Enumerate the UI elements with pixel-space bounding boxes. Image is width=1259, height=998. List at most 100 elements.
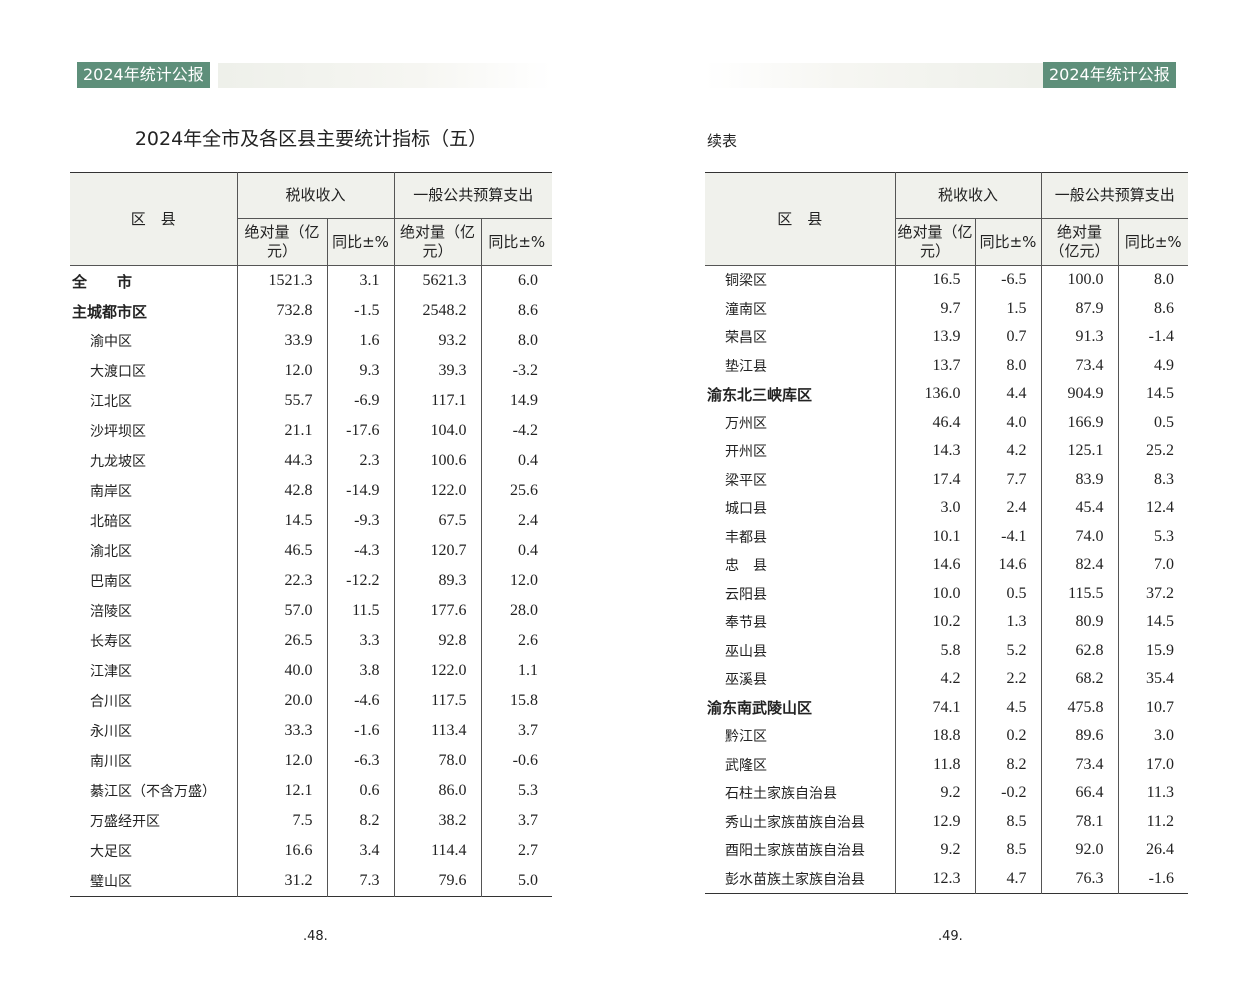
tax-yoy-cell: -6.5 [974, 265, 1041, 295]
tax-abs-cell: 31.2 [236, 866, 327, 897]
table-row: 九龙坡区 44.3 2.3 100.6 0.4 [70, 446, 552, 476]
spend-yoy-cell: 25.6 [480, 476, 552, 506]
table-row: 梁平区 17.4 7.7 83.9 8.3 [705, 465, 1188, 494]
spend-abs-cell: 100.6 [393, 446, 481, 476]
spend-yoy-cell: 7.0 [1117, 551, 1188, 580]
header-banner-right [705, 63, 1043, 88]
spend-yoy-cell: 3.7 [480, 806, 552, 836]
tax-abs-cell: 16.6 [236, 836, 327, 866]
table-row: 璧山区 31.2 7.3 79.6 5.0 [70, 866, 552, 897]
tax-abs-cell: 21.1 [236, 416, 327, 446]
tax-yoy-cell: 8.5 [974, 836, 1041, 865]
table-row: 渝中区 33.9 1.6 93.2 8.0 [70, 326, 552, 356]
spend-abs-cell: 87.9 [1040, 294, 1118, 323]
tax-yoy-cell: 7.3 [326, 866, 394, 897]
spend-yoy-cell: 14.5 [1117, 380, 1188, 409]
region-name: 荣昌区 [725, 330, 767, 347]
tax-abs-cell: 14.6 [894, 551, 975, 580]
tax-abs-cell: 44.3 [236, 446, 327, 476]
spend-yoy-cell: 8.6 [1117, 294, 1188, 323]
header-banner-left [218, 63, 552, 88]
header-yoy: 同比±% [480, 218, 552, 266]
table-row: 南岸区 42.8 -14.9 122.0 25.6 [70, 476, 552, 506]
spend-yoy-cell: 15.8 [480, 686, 552, 716]
region-name: 江津区 [90, 664, 132, 680]
table-row: 主城都市区 732.8 -1.5 2548.2 8.6 [70, 296, 552, 326]
table-row: 全 市 1521.3 3.1 5621.3 6.0 [70, 265, 552, 296]
spend-abs-cell: 38.2 [393, 806, 481, 836]
spend-abs-cell: 66.4 [1040, 779, 1118, 808]
spend-abs-cell: 89.3 [393, 566, 481, 596]
stats-table-left: 区 县 税收收入 一般公共预算支出 绝对量（亿元） 同比±% 绝对量（亿元） 同… [70, 172, 552, 897]
header-region: 区 县 [70, 172, 238, 266]
tax-yoy-cell: -4.3 [326, 536, 394, 566]
table-row: 涪陵区 57.0 11.5 177.6 28.0 [70, 596, 552, 626]
tax-abs-cell: 12.9 [894, 807, 975, 836]
tax-abs-cell: 7.5 [236, 806, 327, 836]
table-row: 渝东北三峡库区 136.0 4.4 904.9 14.5 [705, 380, 1188, 409]
tax-abs-cell: 14.5 [236, 506, 327, 536]
page-title: 2024年全市及各区县主要统计指标（五） [134, 128, 488, 150]
spend-abs-cell: 122.0 [393, 476, 481, 506]
spend-abs-cell: 91.3 [1040, 323, 1118, 352]
table-row: 丰都县 10.1 -4.1 74.0 5.3 [705, 522, 1188, 551]
tax-abs-cell: 74.1 [894, 693, 975, 722]
table-row: 大渡口区 12.0 9.3 39.3 -3.2 [70, 356, 552, 386]
table-row: 忠 县 14.6 14.6 82.4 7.0 [705, 551, 1188, 580]
tax-yoy-cell: -6.9 [326, 386, 394, 416]
tax-yoy-cell: 8.0 [974, 351, 1041, 380]
region-name: 万州区 [725, 415, 767, 432]
spend-abs-cell: 117.5 [393, 686, 481, 716]
region-name: 忠 县 [725, 558, 767, 575]
table-row: 酉阳土家族苗族自治县 9.2 8.5 92.0 26.4 [705, 836, 1188, 865]
spend-yoy-cell: 17.0 [1117, 750, 1188, 779]
page-number-right: .49. [938, 929, 963, 944]
tax-abs-cell: 55.7 [236, 386, 327, 416]
spend-abs-cell: 62.8 [1040, 636, 1118, 665]
tax-yoy-cell: -17.6 [326, 416, 394, 446]
region-name: 永川区 [90, 724, 132, 740]
region-name: 渝东北三峡库区 [707, 385, 813, 404]
spend-abs-cell: 114.4 [393, 836, 481, 866]
tax-abs-cell: 14.3 [894, 437, 975, 466]
tax-yoy-cell: 3.3 [326, 626, 394, 656]
tax-abs-cell: 9.2 [894, 836, 975, 865]
spend-yoy-cell: 25.2 [1117, 437, 1188, 466]
spend-yoy-cell: 3.7 [480, 716, 552, 746]
header-spend: 一般公共预算支出 [393, 172, 552, 219]
region-name: 丰都县 [725, 529, 767, 546]
region-name: 渝中区 [90, 334, 132, 350]
spend-yoy-cell: 2.7 [480, 836, 552, 866]
spend-yoy-cell: 8.0 [1117, 265, 1188, 295]
spend-yoy-cell: 12.4 [1117, 494, 1188, 523]
spend-abs-cell: 5621.3 [393, 265, 481, 296]
spend-abs-cell: 78.1 [1040, 807, 1118, 836]
spend-abs-cell: 89.6 [1040, 722, 1118, 751]
tax-yoy-cell: 5.2 [974, 636, 1041, 665]
tax-yoy-cell: 3.8 [326, 656, 394, 686]
spend-abs-cell: 100.0 [1040, 265, 1118, 295]
tax-yoy-cell: 7.7 [974, 465, 1041, 494]
region-name: 酉阳土家族苗族自治县 [725, 843, 865, 860]
region-name: 南岸区 [90, 484, 132, 500]
spend-abs-cell: 104.0 [393, 416, 481, 446]
tax-yoy-cell: 4.2 [974, 437, 1041, 466]
tax-yoy-cell: 11.5 [326, 596, 394, 626]
table-row: 永川区 33.3 -1.6 113.4 3.7 [70, 716, 552, 746]
region-name: 九龙坡区 [90, 454, 146, 470]
header-spend: 一般公共预算支出 [1040, 172, 1188, 219]
spend-abs-cell: 78.0 [393, 746, 481, 776]
spend-yoy-cell: 5.3 [480, 776, 552, 806]
tax-yoy-cell: 0.6 [326, 776, 394, 806]
spend-yoy-cell: -0.6 [480, 746, 552, 776]
tax-yoy-cell: -1.6 [326, 716, 394, 746]
table-row: 渝东南武陵山区 74.1 4.5 475.8 10.7 [705, 693, 1188, 722]
tax-yoy-cell: 4.5 [974, 693, 1041, 722]
spend-yoy-cell: 10.7 [1117, 693, 1188, 722]
bulletin-tag-left: 2024年统计公报 [77, 62, 210, 88]
tax-abs-cell: 12.1 [236, 776, 327, 806]
tax-yoy-cell: -12.2 [326, 566, 394, 596]
tax-yoy-cell: 8.2 [326, 806, 394, 836]
region-name: 渝北区 [90, 544, 132, 560]
tax-yoy-cell: 1.5 [974, 294, 1041, 323]
